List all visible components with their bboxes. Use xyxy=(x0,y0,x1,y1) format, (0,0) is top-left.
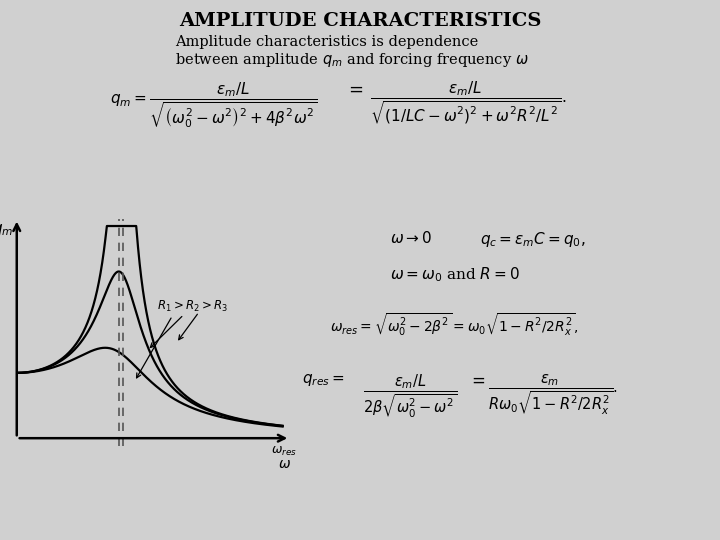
Text: Amplitude characteristics is dependence: Amplitude characteristics is dependence xyxy=(175,35,478,49)
Text: $R_1 > R_2 > R_3$: $R_1 > R_2 > R_3$ xyxy=(157,299,228,314)
Text: $=$: $=$ xyxy=(345,80,364,98)
Text: $q_m = \dfrac{\varepsilon_m/L}{\sqrt{\left(\omega_0^2-\omega^2\right)^2+4\beta^2: $q_m = \dfrac{\varepsilon_m/L}{\sqrt{\le… xyxy=(110,80,318,130)
Text: $=$: $=$ xyxy=(468,372,485,389)
Text: $\omega_{res}$: $\omega_{res}$ xyxy=(271,444,297,457)
Text: $\omega_{res} = \sqrt{\omega_0^2 - 2\beta^2} = \omega_0\sqrt{1 - R^2/2R_x^2},$: $\omega_{res} = \sqrt{\omega_0^2 - 2\bet… xyxy=(330,312,578,338)
Text: $q_c = \varepsilon_m C = q_0,$: $q_c = \varepsilon_m C = q_0,$ xyxy=(480,230,585,249)
Text: $\dfrac{\varepsilon_m/L}{\sqrt{\left(1/LC-\omega^2\right)^2+\omega^2R^2/L^2}}.$: $\dfrac{\varepsilon_m/L}{\sqrt{\left(1/L… xyxy=(370,80,567,126)
Text: between amplitude $q_m$ and forcing frequency $\omega$: between amplitude $q_m$ and forcing freq… xyxy=(175,51,528,69)
Text: $\omega$: $\omega$ xyxy=(278,457,291,471)
Text: $\omega_{res} = \omega$: $\omega_{res} = \omega$ xyxy=(175,370,232,384)
Text: $\omega = \omega_0$ and $R = 0$: $\omega = \omega_0$ and $R = 0$ xyxy=(390,265,520,284)
Text: $q_m$: $q_m$ xyxy=(0,222,14,238)
Text: AMPLITUDE CHARACTERISTICS: AMPLITUDE CHARACTERISTICS xyxy=(179,12,541,30)
Text: $\dfrac{\varepsilon_m}{R\omega_0\sqrt{1-R^2/2R_x^2}}.$: $\dfrac{\varepsilon_m}{R\omega_0\sqrt{1-… xyxy=(488,372,618,416)
Text: $q_{res} = $: $q_{res} = $ xyxy=(302,372,345,388)
Text: $\dfrac{\varepsilon_m/L}{2\beta\sqrt{\omega_0^2-\omega^2}}$: $\dfrac{\varepsilon_m/L}{2\beta\sqrt{\om… xyxy=(363,372,458,420)
Text: $\omega \to 0$: $\omega \to 0$ xyxy=(390,230,432,246)
